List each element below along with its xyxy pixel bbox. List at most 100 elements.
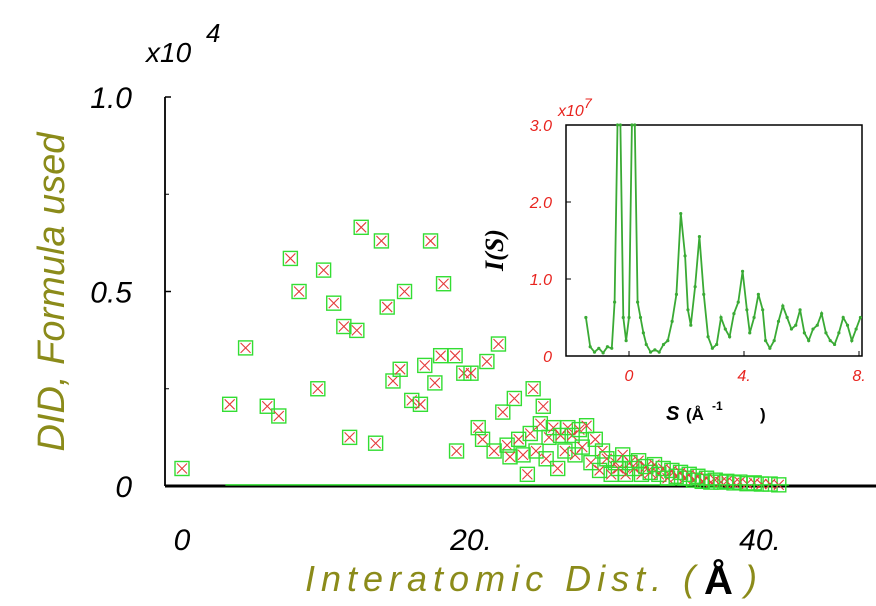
inset-data-point xyxy=(748,331,752,335)
scatter-point xyxy=(578,418,595,434)
inset-x-axis-label-exponent: -1 xyxy=(712,399,723,413)
inset-data-point xyxy=(807,339,811,343)
scatter-point-cross-b xyxy=(540,453,552,465)
inset-data-point xyxy=(679,211,683,216)
scatter-point xyxy=(535,398,551,414)
scatter-point xyxy=(379,299,395,315)
scatter-point-box xyxy=(392,361,408,377)
main-x-axis-label: Interatomic Dist. ( xyxy=(305,558,701,599)
scatter-point-cross-b xyxy=(465,367,477,379)
scatter-point-box xyxy=(349,322,365,339)
scatter-point-cross-b xyxy=(376,235,387,247)
scatter-point-box xyxy=(560,419,576,436)
scatter-point xyxy=(432,347,449,364)
scatter-point-cross-b xyxy=(399,286,410,297)
scatter-point xyxy=(396,283,413,300)
scatter-point-box xyxy=(762,476,778,492)
scatter-point xyxy=(326,295,342,311)
inset-data-point xyxy=(763,339,768,343)
scatter-point xyxy=(495,404,511,420)
scatter-point-box xyxy=(528,443,544,459)
scatter-point-box xyxy=(646,456,663,473)
scatter-point xyxy=(412,396,429,413)
scatter-point-box xyxy=(341,429,358,446)
main-y-ticks: 0 0.5 1.0 xyxy=(90,82,171,504)
scatter-point-box xyxy=(310,381,326,397)
inset-data-point xyxy=(772,339,776,343)
main-y-multiplier: x10 xyxy=(144,37,192,68)
inset-data-point xyxy=(644,342,648,347)
inset-x-tick-label: 8. xyxy=(852,368,865,385)
scatter-point-box xyxy=(479,353,495,370)
main-y-axis-label: DID, Formula used xyxy=(31,131,73,452)
scatter-point xyxy=(221,396,238,413)
scatter-point-box xyxy=(519,466,536,483)
inset-data-point xyxy=(653,348,657,352)
scatter-point xyxy=(532,416,549,432)
scatter-point-box xyxy=(506,390,523,407)
inset-data-point xyxy=(811,327,815,331)
scatter-point-cross-b xyxy=(756,478,767,490)
inset-data-point xyxy=(592,350,597,354)
scatter-point-box xyxy=(502,449,518,465)
scatter-point-cross-b xyxy=(451,445,462,457)
scatter-point-cross-b xyxy=(764,478,776,490)
inset-data-point xyxy=(693,285,697,289)
scatter-point-cross-b xyxy=(534,418,546,430)
scatter-point-cross-b xyxy=(508,393,520,404)
scatter-point-cross-b xyxy=(240,342,251,354)
scatter-point-box xyxy=(490,336,507,352)
scatter-point-cross-b xyxy=(355,221,367,233)
inset-data-point xyxy=(686,308,690,312)
scatter-point xyxy=(490,336,507,352)
scatter-point-box xyxy=(373,233,390,249)
inset-data-point xyxy=(597,346,601,350)
scatter-point-cross-b xyxy=(662,472,673,484)
inset-data-point xyxy=(854,327,858,331)
scatter-point-box xyxy=(291,283,307,300)
scatter-point-box xyxy=(474,431,491,448)
inset-data-point xyxy=(613,300,617,304)
inset-data-point xyxy=(837,331,841,335)
scatter-point-box xyxy=(486,443,502,459)
inset-y-multiplier-exponent: 7 xyxy=(584,95,593,111)
scatter-point-cross-b xyxy=(552,463,564,474)
inset-data-point xyxy=(715,342,719,347)
scatter-point-cross-b xyxy=(312,383,324,395)
inset-y-axis-label: I(S) xyxy=(480,229,509,272)
scatter-point-cross-b xyxy=(513,433,525,445)
scatter-point-box xyxy=(435,276,452,292)
inset-data-point xyxy=(794,323,798,327)
inset-data-point xyxy=(723,327,727,331)
inset-plot: 0 1.0 2.0 3.0 0 4. 8. x10 7 I(S) S (Å -1 ) xyxy=(480,95,866,425)
inset-data-point xyxy=(584,315,588,320)
scatter-point xyxy=(463,365,479,381)
scatter-point-box xyxy=(237,340,254,356)
scatter-point-cross-b xyxy=(547,422,559,434)
scatter-point xyxy=(762,476,778,492)
scatter-point-cross-b xyxy=(709,474,721,486)
inset-data-point xyxy=(781,304,785,308)
scatter-point-box xyxy=(651,466,667,483)
scatter-point-box xyxy=(427,375,443,391)
inset-data-point xyxy=(841,315,845,320)
inset-data-point xyxy=(621,315,625,320)
scatter-point xyxy=(528,443,544,459)
inset-data-point xyxy=(638,315,643,320)
scatter-point-box xyxy=(583,454,599,471)
scatter-point xyxy=(538,451,554,467)
scatter-point xyxy=(435,276,452,292)
inset-x-tick-label: 0 xyxy=(625,368,634,385)
scatter-point xyxy=(259,398,275,414)
scatter-point-box xyxy=(753,476,770,492)
main-y-tick-label: 0 xyxy=(115,471,132,504)
scatter-point-box xyxy=(379,299,395,315)
inset-data-point xyxy=(752,315,756,320)
main-scatter-points xyxy=(174,219,789,493)
scatter-point xyxy=(447,347,463,364)
inset-y-tick-label: 0 xyxy=(543,349,552,366)
inset-data-point xyxy=(666,339,670,343)
scatter-point-box xyxy=(574,439,590,455)
scatter-point xyxy=(341,429,358,446)
